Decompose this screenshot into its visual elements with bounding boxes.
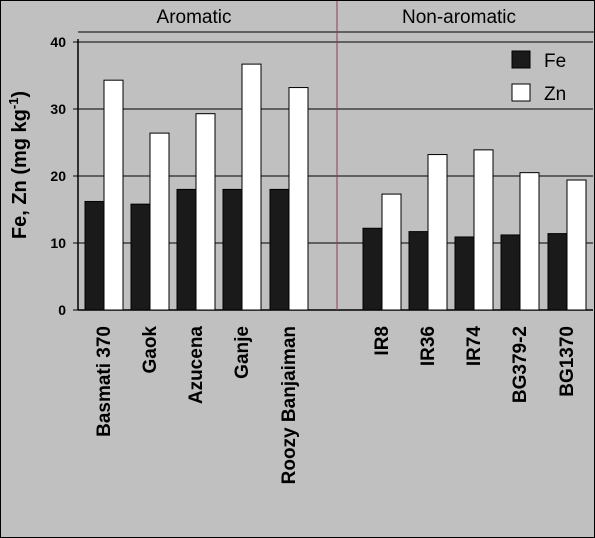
- y-axis-label-superscript: -1: [6, 98, 21, 110]
- x-tick-label: BG1370: [557, 326, 578, 397]
- x-tick-label: Azucena: [186, 326, 207, 405]
- x-tick-label: Basmati 370: [94, 326, 115, 437]
- y-axis-label-close: ): [9, 91, 31, 98]
- bar-zn: [195, 113, 216, 311]
- group-label-0: Aromatic: [157, 7, 232, 28]
- x-tick-label: Ganje: [232, 326, 253, 379]
- bar-zn: [519, 172, 540, 311]
- bar-fe: [454, 236, 475, 311]
- y-tick-label: 30: [50, 101, 66, 117]
- legend-swatch-zn: [511, 83, 531, 102]
- bar-zn: [103, 79, 124, 311]
- legend-label-zn: Zn: [544, 84, 566, 105]
- bar-zn: [288, 87, 309, 311]
- y-tick-label: 0: [58, 302, 66, 318]
- bar-zn: [566, 179, 587, 311]
- x-tick-label: IR36: [418, 326, 439, 366]
- bar-zn: [427, 154, 448, 311]
- y-axis-label: Fe, Zn (mg kg-1): [6, 91, 31, 239]
- bar-zn: [241, 63, 262, 311]
- bar-fe: [176, 188, 197, 311]
- bar-zn: [381, 193, 402, 311]
- bar-fe: [500, 234, 521, 311]
- x-tick-label: Gaok: [140, 326, 161, 374]
- x-tick-label: IR8: [372, 326, 393, 356]
- y-tick-label: 20: [50, 168, 66, 184]
- bar-zn: [149, 132, 170, 311]
- bar-zn: [473, 149, 494, 311]
- bar-fe: [408, 231, 429, 311]
- legend-label-fe: Fe: [544, 51, 566, 72]
- bar-fe: [222, 188, 243, 311]
- bar-fe: [547, 233, 568, 311]
- legend-swatch-fe: [511, 50, 531, 69]
- y-axis-label-main: Fe, Zn (mg kg: [9, 109, 31, 239]
- x-tick-label: IR74: [464, 326, 485, 367]
- bar-fe: [84, 200, 105, 311]
- x-tick-label: Roozy Banjaiman: [279, 326, 300, 484]
- y-tick-label: 10: [50, 235, 66, 251]
- bar-fe: [269, 188, 290, 311]
- bar-fe: [130, 203, 151, 311]
- group-label-1: Non-aromatic: [402, 7, 516, 28]
- bar-fe: [362, 227, 383, 311]
- x-tick-label: BG379-2: [510, 326, 531, 403]
- y-tick-label: 40: [50, 34, 66, 50]
